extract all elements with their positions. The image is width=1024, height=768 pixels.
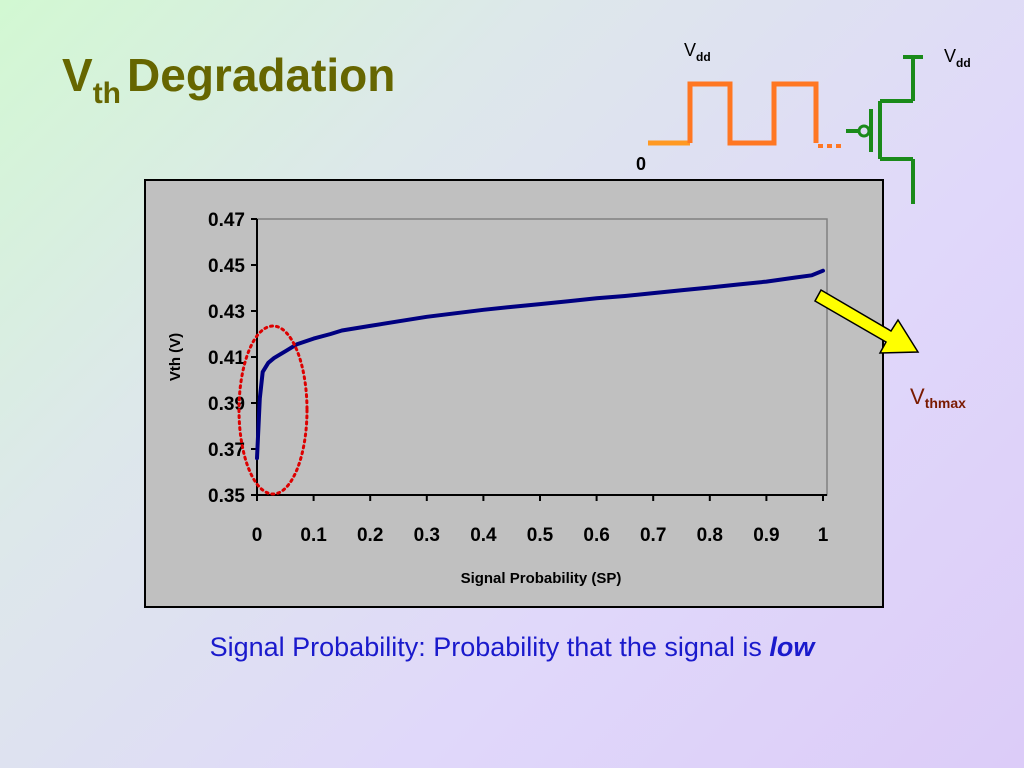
x-axis-label: Signal Probability (SP) [461, 570, 622, 587]
x-tick-label: 0.4 [470, 525, 497, 546]
x-tick-label: 0 [252, 525, 263, 546]
x-tick-label: 0.2 [357, 525, 383, 546]
low-sp-highlight-ellipse [237, 324, 309, 496]
axes-ticks: 0.350.370.390.410.430.450.470 0.1 0.2 0.3 0.… [208, 210, 829, 546]
y-tick-label: 0.47 [208, 210, 245, 231]
waveform-zero-label: 0 [636, 154, 647, 174]
series-line [255, 268, 825, 461]
vthmax-sub: thmax [924, 395, 966, 411]
title-rest: Degradation [127, 49, 396, 101]
y-tick-label: 0.41 [208, 348, 245, 369]
x-tick-label: 0.6 [583, 525, 609, 546]
x-tick-label: 0.1 [300, 525, 327, 546]
transistor-vdd-sub: dd [956, 56, 971, 70]
transistor-vdd-main: V [944, 46, 957, 66]
caption-emphasis: low [769, 632, 815, 662]
title-subscript: th [92, 77, 122, 110]
data-series [255, 268, 825, 461]
vthmax-arrow-icon [813, 288, 920, 354]
vthmax-main: V [910, 384, 925, 409]
x-tick-label: 0.3 [414, 525, 440, 546]
y-tick-label: 0.35 [208, 486, 245, 507]
x-tick-label: 0.9 [753, 525, 779, 546]
x-tick-label: 0.8 [697, 525, 723, 546]
square-waveform [648, 81, 842, 148]
y-axis-label: Vth (V) [167, 333, 184, 381]
x-tick-label: 1 [818, 525, 829, 546]
waveform-vdd-label: Vdd [684, 40, 711, 64]
caption-text: Signal Probability: Probability that the… [209, 632, 770, 662]
waveform-vdd-main: V [684, 40, 697, 60]
chart-frame [144, 179, 884, 608]
y-tick-label: 0.37 [208, 440, 245, 461]
transistor-vdd-label: Vdd [944, 46, 971, 70]
waveform-pulses [687, 81, 819, 146]
x-tick-label: 0.5 [527, 525, 554, 546]
waveform-vdd-sub: dd [696, 50, 711, 64]
y-tick-label: 0.43 [208, 302, 245, 323]
y-tick-label: 0.45 [208, 256, 245, 277]
vthmax-label: Vthmax [910, 384, 966, 411]
slide-title: Vth Degradation [62, 48, 396, 110]
y-tick-label: 0.39 [208, 394, 245, 415]
title-main: V [62, 49, 93, 101]
pmos-transistor-icon [846, 55, 923, 204]
x-tick-label: 0.7 [640, 525, 666, 546]
slide-caption: Signal Probability: Probability that the… [0, 632, 1024, 663]
